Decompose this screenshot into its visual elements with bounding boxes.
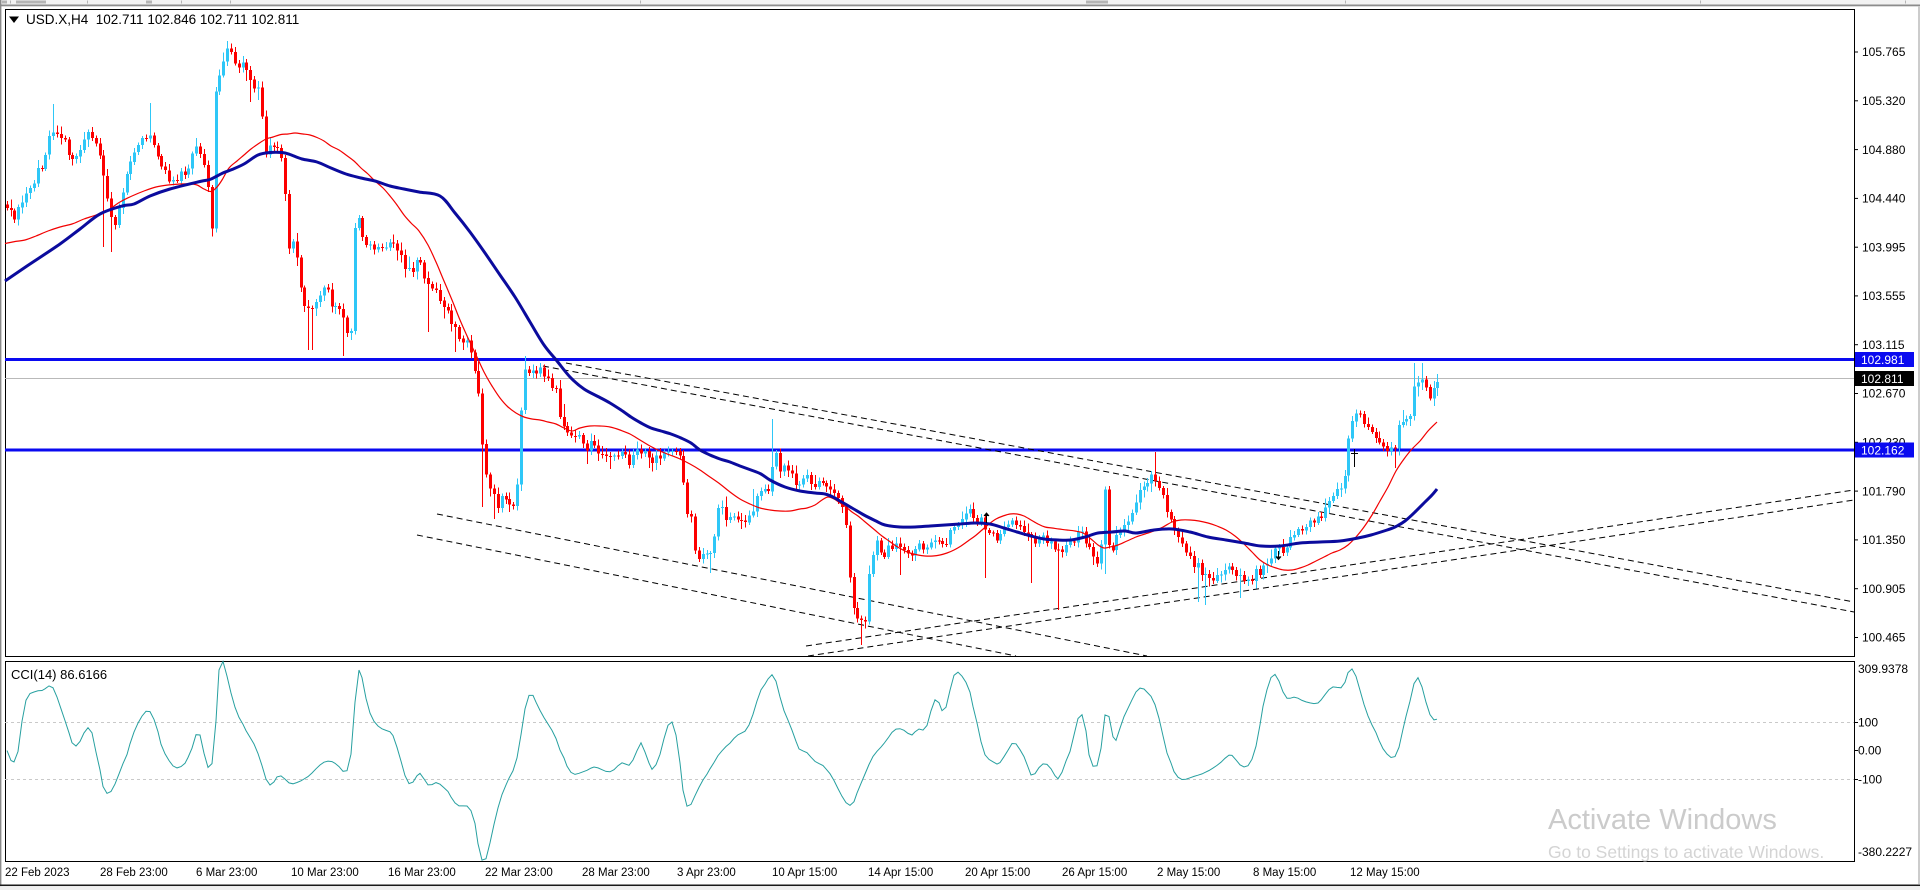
svg-text:103.115: 103.115: [1862, 338, 1905, 352]
svg-text:28 Feb 23:00: 28 Feb 23:00: [100, 867, 168, 879]
svg-text:309.9378: 309.9378: [1858, 662, 1908, 676]
svg-text:105.320: 105.320: [1862, 94, 1906, 108]
svg-text:10 Mar 23:00: 10 Mar 23:00: [291, 867, 359, 879]
svg-text:3 Apr 23:00: 3 Apr 23:00: [677, 867, 736, 879]
svg-text:0.00: 0.00: [1858, 744, 1882, 758]
svg-text:10 Apr 15:00: 10 Apr 15:00: [772, 867, 837, 879]
svg-text:12 May 15:00: 12 May 15:00: [1350, 867, 1420, 879]
svg-text:101.790: 101.790: [1862, 484, 1906, 498]
svg-text:USD.X,H4 102.711 102.846 102.: USD.X,H4 102.711 102.846 102.711 102.811: [26, 12, 299, 27]
svg-text:100.905: 100.905: [1862, 582, 1906, 596]
svg-text:Go to Settings to activate Win: Go to Settings to activate Windows.: [1548, 842, 1824, 862]
svg-text:102.162: 102.162: [1861, 443, 1905, 457]
svg-text:-380.2227: -380.2227: [1858, 845, 1912, 859]
svg-text:20 Apr 15:00: 20 Apr 15:00: [965, 867, 1030, 879]
svg-text:CCI(14) 86.6166: CCI(14) 86.6166: [11, 667, 107, 682]
svg-text:102.670: 102.670: [1862, 387, 1906, 401]
svg-text:103.555: 103.555: [1862, 289, 1906, 303]
svg-text:22 Mar 23:00: 22 Mar 23:00: [485, 867, 553, 879]
svg-text:100.465: 100.465: [1862, 631, 1906, 645]
svg-text:101.350: 101.350: [1862, 533, 1906, 547]
svg-text:Activate Windows: Activate Windows: [1548, 804, 1777, 836]
svg-text:104.440: 104.440: [1862, 192, 1906, 206]
svg-text:22 Feb 2023: 22 Feb 2023: [5, 867, 70, 879]
svg-text:-100: -100: [1858, 773, 1882, 787]
svg-text:104.880: 104.880: [1862, 143, 1906, 157]
svg-text:28 Mar 23:00: 28 Mar 23:00: [582, 867, 650, 879]
svg-text:26 Apr 15:00: 26 Apr 15:00: [1062, 867, 1127, 879]
svg-text:102.981: 102.981: [1861, 353, 1905, 367]
svg-text:105.765: 105.765: [1862, 45, 1906, 59]
svg-text:100: 100: [1858, 716, 1878, 730]
svg-text:103.995: 103.995: [1862, 240, 1906, 254]
svg-text:2 May 15:00: 2 May 15:00: [1157, 867, 1220, 879]
svg-text:14 Apr 15:00: 14 Apr 15:00: [868, 867, 933, 879]
svg-text:6 Mar 23:00: 6 Mar 23:00: [196, 867, 257, 879]
svg-text:102.811: 102.811: [1861, 372, 1904, 386]
svg-text:8 May 15:00: 8 May 15:00: [1253, 867, 1316, 879]
svg-text:16 Mar 23:00: 16 Mar 23:00: [388, 867, 456, 879]
